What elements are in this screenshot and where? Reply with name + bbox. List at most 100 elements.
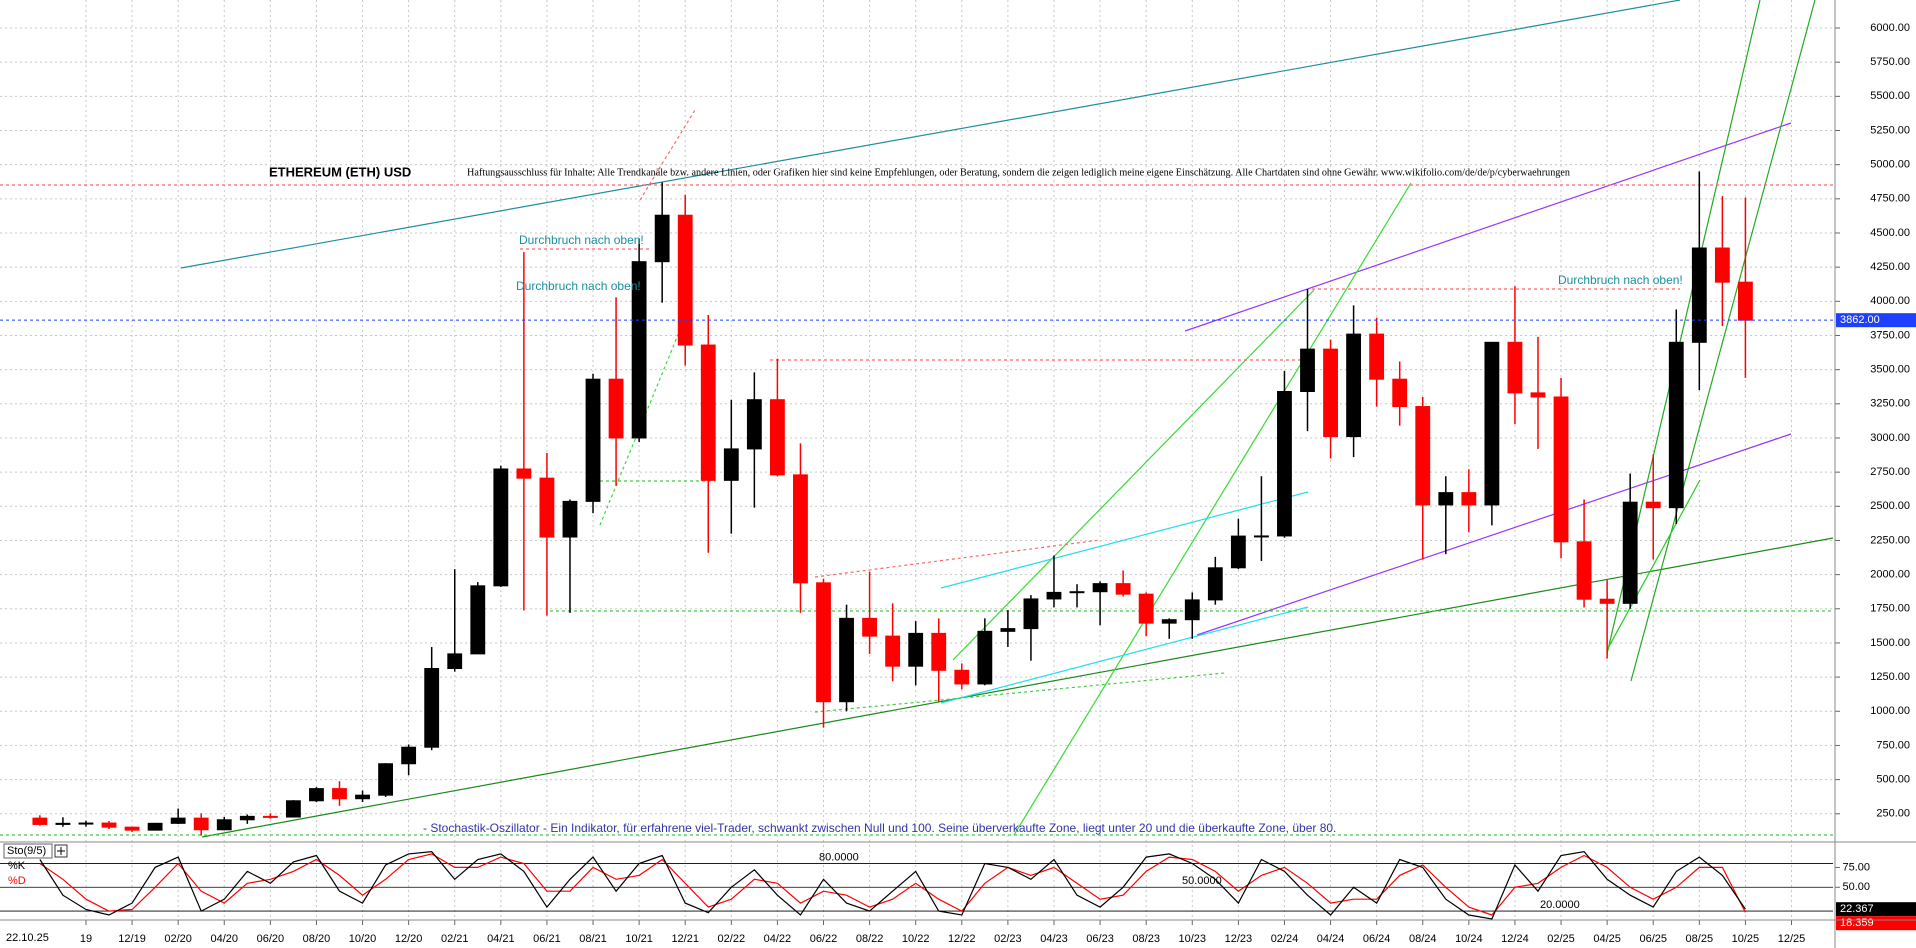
indicator-name: Sto(9/5) [7,845,46,857]
y-tick-label: 2750.00 [1870,466,1910,478]
x-tick-label: 08/23 [1132,933,1160,945]
grid [0,0,1833,919]
candle-body [1461,492,1477,506]
candle-body [1415,406,1431,506]
candle-body [1553,396,1569,543]
x-tick-label: 04/25 [1593,933,1621,945]
x-tick-label: 02/24 [1271,933,1299,945]
x-tick-label: 06/25 [1639,933,1667,945]
x-tick-label: 12/23 [1225,933,1253,945]
candle-body [908,632,924,667]
x-tick-label: 06/24 [1363,933,1391,945]
trend-lines [0,0,1834,838]
candle-body [424,668,440,748]
indicator-note: - Stochastik-Oszillator - Ein Indikator,… [423,821,1336,835]
candle-body [1392,378,1408,408]
trend-line [599,329,681,526]
x-tick-label: 12/20 [395,933,423,945]
y-tick-label: 4250.00 [1870,261,1910,273]
candle-body [355,794,370,800]
candle-body [447,653,463,670]
candle-body [32,817,48,825]
indicator-box[interactable] [3,843,53,859]
trend-line [952,289,1315,661]
candle-body [746,399,762,450]
candle-body [700,344,716,481]
y-tick-label: 2250.00 [1870,534,1910,546]
y-tick-label: 1500.00 [1870,637,1910,649]
x-tick-label: 06/21 [533,933,561,945]
x-tick-label: 10/24 [1455,933,1483,945]
x-tick-label: 02/23 [994,933,1022,945]
candle-body [1484,341,1500,506]
candle-body [1138,593,1154,624]
y-tick-label: 3500.00 [1870,364,1910,376]
candle-body [793,474,808,584]
trend-line [180,0,1681,269]
x-tick-label: 04/21 [487,933,515,945]
candle-body [516,468,532,479]
x-tick-label: 10/25 [1732,933,1760,945]
candle-body [378,763,394,796]
y-tick-label: 6000.00 [1870,22,1910,34]
x-tick-label: 02/25 [1547,933,1575,945]
trend-line [201,537,1834,838]
candle-body [124,826,140,831]
annotation: Durchbruch nach oben! [519,233,644,247]
trend-line [940,606,1309,704]
candle-body [977,630,993,685]
candle-body [723,448,739,481]
x-tick-label: 02/22 [718,933,746,945]
last-price-bg [1836,313,1916,328]
candle-body [1277,391,1292,537]
candle-body [1668,341,1684,509]
candle-body [1369,333,1385,380]
x-tick-label: 10/21 [625,933,653,945]
level-line [814,672,1226,713]
candle-body [677,214,693,346]
y-tick-label: 50.00 [1842,881,1870,893]
candle-body [1000,628,1016,632]
x-tick-label: 08/22 [856,933,884,945]
k-last-label: 22.367 [1840,903,1874,915]
y-tick-label: 1750.00 [1870,603,1910,615]
x-tick-label: 04/20 [210,933,238,945]
trend-line [1606,479,1701,651]
candle-body [1323,348,1338,438]
candle-body [285,800,301,818]
level-label: 50.0000 [1182,875,1222,887]
candle-body [1207,567,1223,601]
x-tick-label: 10/22 [902,933,930,945]
x-tick-label: 08/20 [303,933,331,945]
date-label: 22.10.25 [6,932,49,944]
candle-body [1507,341,1523,394]
candle-body [1576,541,1592,600]
x-tick-label: 04/23 [1040,933,1068,945]
candle-body [262,815,278,818]
candle-body [1023,598,1039,630]
candle-body [78,822,94,825]
candle-body [839,617,854,703]
candle-body [931,632,947,671]
candle-body [654,214,670,263]
disclaimer: Haftungsausschluss für Inhalte: Alle Tre… [467,167,1570,178]
legend-d: %D [8,875,26,887]
x-tick-label: 02/20 [164,933,192,945]
x-tick-label: 04/24 [1317,933,1345,945]
candle-body [562,500,578,538]
y-tick-label: 2000.00 [1870,569,1910,581]
candle-body [193,817,209,831]
y-tick-label: 5750.00 [1870,56,1910,68]
candle-body [1645,501,1661,509]
y-tick-label: 3750.00 [1870,329,1910,341]
y-tick-label: 1250.00 [1870,671,1910,683]
candle-body [1161,619,1177,624]
x-tick-label: 12/21 [671,933,699,945]
candle-body [769,399,785,476]
x-tick-label: 12/19 [118,933,146,945]
candle-body [816,582,831,703]
trend-line [1196,433,1792,636]
x-tick-label: 10/20 [349,933,377,945]
candle-body [470,585,486,655]
y-tick-label: 75.00 [1842,861,1870,873]
